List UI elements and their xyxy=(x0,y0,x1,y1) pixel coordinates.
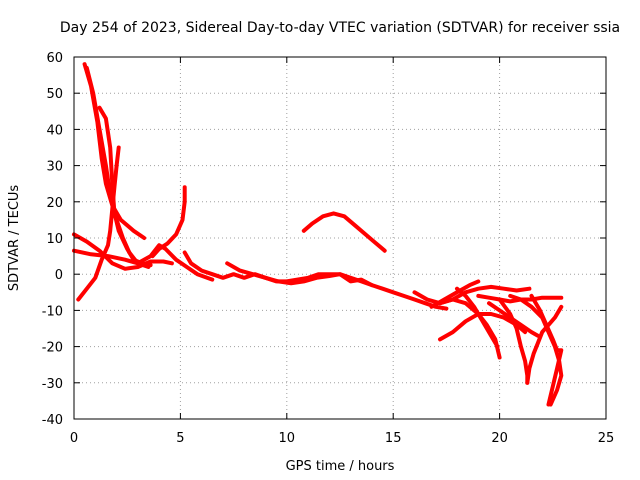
y-tick-label: -10 xyxy=(42,304,63,319)
series-sat-s xyxy=(476,293,564,304)
x-tick-label: 20 xyxy=(491,431,508,446)
y-tick-label: 50 xyxy=(46,87,63,102)
x-tick-label: 5 xyxy=(176,431,184,446)
chart-title: Day 254 of 2023, Sidereal Day-to-day VTE… xyxy=(60,20,620,36)
y-tick-label: 0 xyxy=(55,268,63,283)
y-tick-label: -40 xyxy=(42,413,63,428)
series-sat-n xyxy=(455,286,500,349)
series-sat-g xyxy=(150,185,187,259)
series-sat-j xyxy=(301,211,387,253)
series-sat-q xyxy=(529,293,564,407)
x-axis-label: GPS time / hours xyxy=(286,459,395,474)
x-tick-label: 10 xyxy=(279,431,296,446)
series-sat-d xyxy=(76,145,121,302)
series-sat-t xyxy=(497,297,530,385)
y-tick-label: -30 xyxy=(42,377,63,392)
series-sat-u xyxy=(429,279,481,309)
y-tick-label: -20 xyxy=(42,341,63,356)
data-series xyxy=(72,62,564,407)
y-tick-label: 40 xyxy=(46,123,63,138)
series-sat-m xyxy=(438,297,502,360)
y-tick-label: 60 xyxy=(46,51,63,66)
y-tick-label: 20 xyxy=(46,196,63,211)
series-sat-f xyxy=(72,243,215,282)
y-axis-label: SDTVAR / TECUs xyxy=(7,185,22,292)
x-tick-label: 0 xyxy=(70,431,78,446)
y-tick-label: 10 xyxy=(46,232,63,247)
series-sat-e xyxy=(72,232,174,271)
x-tick-label: 15 xyxy=(385,431,402,446)
series-sat-r xyxy=(525,304,564,385)
y-tick-label: 30 xyxy=(46,160,63,175)
grid xyxy=(74,57,606,419)
series-sat-k xyxy=(412,284,532,306)
axis-ticks: 0 5 10 15 20 25 -40 -30 -20 -10 0 10 20 30 40 50 60 xyxy=(42,51,615,446)
x-tick-label: 25 xyxy=(598,431,615,446)
series-sat-i xyxy=(225,261,374,288)
series-sat-h xyxy=(182,250,449,311)
